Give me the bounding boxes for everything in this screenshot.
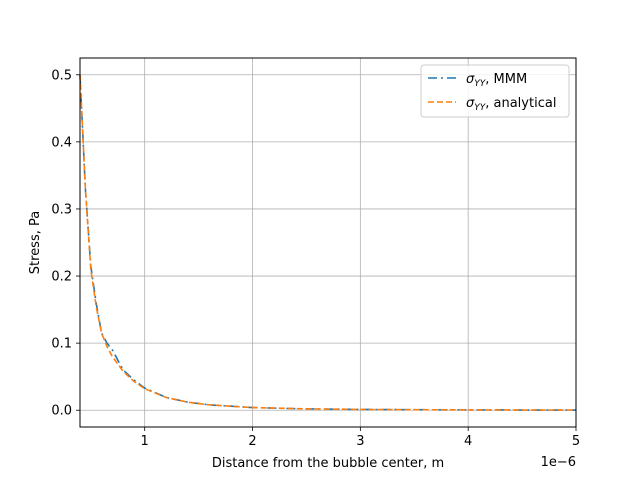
legend-suffix: , analytical [485,96,556,111]
x-axis-offset-text: 1e−6 [541,455,576,470]
x-tick-label: 4 [464,434,472,449]
x-tick-label: 1 [141,434,149,449]
y-tick-label: 0.5 [51,68,72,83]
legend-frame [420,64,570,118]
x-tick-label: 2 [248,434,256,449]
x-tick-label: 5 [572,434,580,449]
legend-subscript: YY [474,103,486,113]
legend-symbol: σ [466,96,475,111]
legend-entry-label: σYY, MMM [466,72,527,89]
legend-entry-label: σYY, analytical [466,96,556,113]
legend-subscript: YY [474,79,486,89]
x-tick-label: 3 [356,434,364,449]
y-tick-label: 0.2 [51,270,72,285]
series-line-analytical [79,74,577,411]
legend-suffix: , MMM [485,72,527,87]
y-tick-label: 0.3 [51,202,72,217]
y-axis-label: Stress, Pa [28,211,43,274]
x-axis-label: Distance from the bubble center, m [212,456,444,471]
legend-symbol: σ [466,72,475,87]
y-tick-label: 0.4 [51,135,72,150]
y-tick-label: 0.1 [51,337,72,352]
axis-ticks: 1 2 3 4 5 0.0 0.1 0.2 0.3 0.4 0.5 [51,68,580,449]
plot-area-frame [79,57,577,428]
y-tick-label: 0.0 [51,404,72,419]
series-lines [79,74,577,411]
